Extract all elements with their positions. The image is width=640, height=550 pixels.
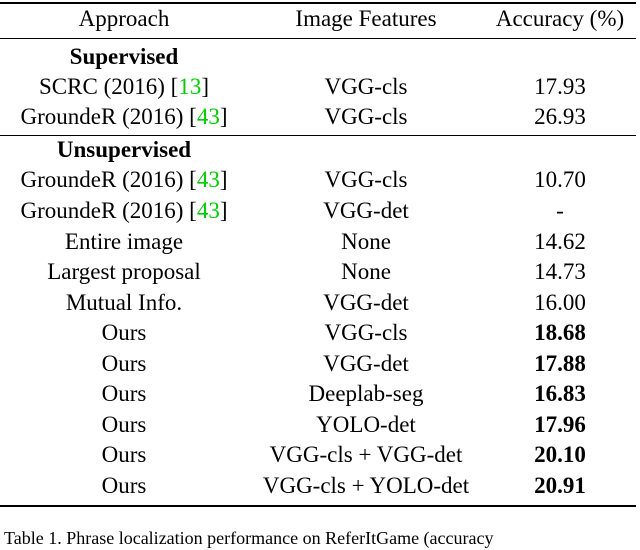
table-bottom-rule [0,505,636,507]
method-name: SCRC (2016) [ [39,74,179,99]
accuracy-cell: 16.00 [534,290,586,315]
citation-link[interactable]: 13 [178,74,202,99]
accuracy-cell-bold: 18.68 [534,320,586,345]
features-cell: VGG-cls + VGG-det [269,442,463,467]
citation-close: ] [219,198,228,223]
method-cell: GroundeR (2016) [43] [0,165,248,195]
features-cell: VGG-det [323,351,409,376]
features-cell: Deeplab-seg [308,381,424,406]
header-accuracy: Accuracy (%) [495,6,625,31]
features-cell: VGG-cls [324,104,408,129]
method-cell: Entire image [64,229,184,254]
features-cell: None [341,229,391,254]
features-cell: VGG-det [323,198,409,223]
features-cell: VGG-cls [324,74,408,99]
method-cell: Mutual Info. [65,290,183,315]
method-cell: GroundeR (2016) [43] [0,196,248,226]
features-cell: YOLO-det [316,412,416,437]
citation-link[interactable]: 43 [196,104,220,129]
section-rule [0,135,636,136]
accuracy-cell-bold: 20.91 [534,473,586,498]
accuracy-cell: 14.62 [534,229,586,254]
table-header-row: Approach Image Features Accuracy (%) [0,4,640,34]
accuracy-cell-bold: 17.88 [534,351,586,376]
table-row: SCRC (2016) [13] VGG-cls 17.93 [0,72,640,102]
accuracy-cell: 26.93 [534,104,586,129]
section-unsupervised: Unsupervised [56,137,192,162]
table-row: Largest proposal None 14.73 [0,257,640,287]
citation-close: ] [219,104,228,129]
header-approach: Approach [78,6,170,31]
features-cell: None [341,259,391,284]
method-cell: Ours [101,351,147,376]
citation-link[interactable]: 43 [196,198,220,223]
citation-close: ] [201,74,209,99]
accuracy-cell-bold: 20.10 [534,442,586,467]
accuracy-cell: - [556,198,564,223]
table-row: GroundeR (2016) [43] VGG-cls 26.93 [0,102,640,132]
table-row: Ours Deeplab-seg 16.83 [0,379,640,409]
table-row: GroundeR (2016) [43] VGG-det - [0,196,640,226]
table-row: Ours VGG-det 17.88 [0,349,640,379]
method-name: GroundeR (2016) [ [20,167,197,192]
method-cell: Ours [101,381,147,406]
table-row: Ours VGG-cls + VGG-det 20.10 [0,440,640,470]
features-cell: VGG-det [323,290,409,315]
features-cell: VGG-cls + YOLO-det [262,473,470,498]
accuracy-cell: 14.73 [534,259,586,284]
header-image-features: Image Features [295,6,437,31]
features-cell: VGG-cls [324,320,408,345]
accuracy-cell-bold: 17.96 [534,412,586,437]
section-supervised: Supervised [69,44,179,69]
method-cell: Ours [101,320,147,345]
table-top-rule [0,2,636,4]
method-name: GroundeR (2016) [ [20,104,197,129]
method-cell: Ours [101,473,147,498]
table-row: Ours VGG-cls + YOLO-det 20.91 [0,471,640,501]
accuracy-cell-bold: 16.83 [534,381,586,406]
accuracy-cell: 10.70 [534,167,586,192]
method-cell: GroundeR (2016) [43] [0,102,248,132]
method-cell: Largest proposal [47,259,201,284]
method-cell: SCRC (2016) [13] [0,72,248,102]
method-name: GroundeR (2016) [ [20,198,197,223]
table-row: Entire image None 14.62 [0,227,640,257]
citation-link[interactable]: 43 [196,167,220,192]
table-row: Mutual Info. VGG-det 16.00 [0,288,640,318]
citation-close: ] [219,167,228,192]
features-cell: VGG-cls [324,167,408,192]
table-row: Ours YOLO-det 17.96 [0,410,640,440]
method-cell: Ours [101,412,147,437]
table-row: GroundeR (2016) [43] VGG-cls 10.70 [0,165,640,195]
table-row: Ours VGG-cls 18.68 [0,318,640,348]
header-rule [0,38,636,39]
table-caption: Table 1. Phrase localization performance… [4,528,494,548]
accuracy-cell: 17.93 [534,74,586,99]
method-cell: Ours [101,442,147,467]
